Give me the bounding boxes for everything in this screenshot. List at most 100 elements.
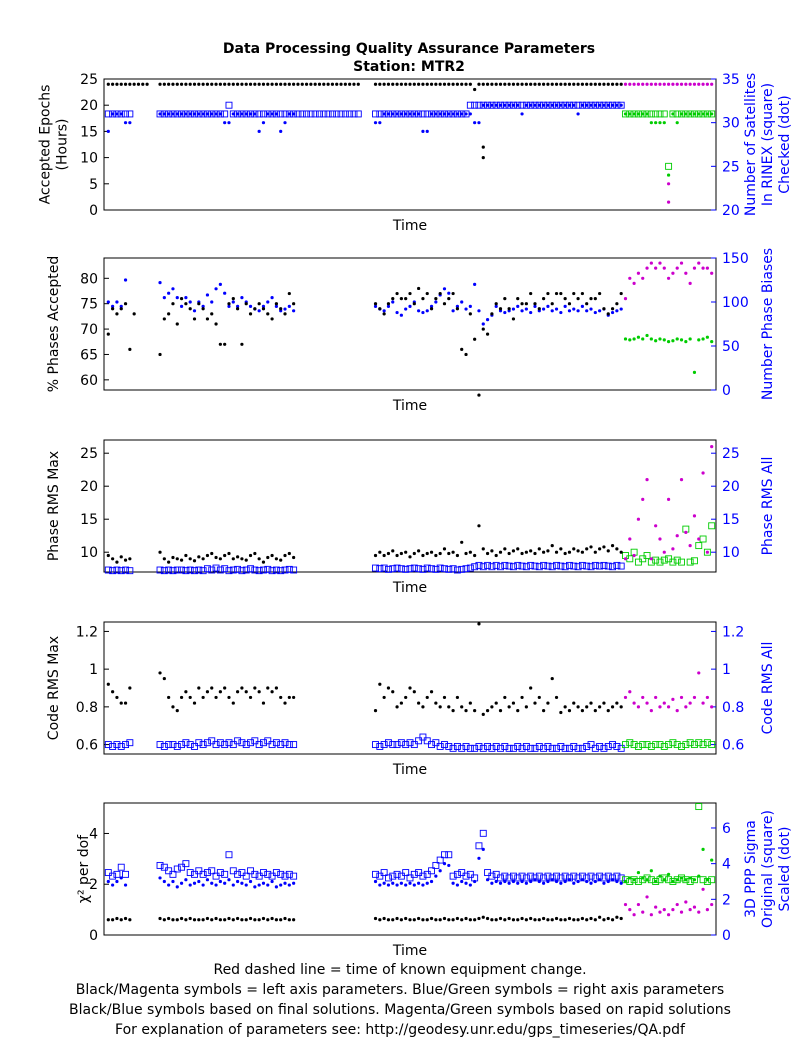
- final-left-dot-point: [421, 705, 425, 709]
- final-left-dot-point: [205, 82, 210, 86]
- final-right-dot-point: [274, 304, 278, 308]
- final-right-square-point: [385, 874, 392, 882]
- final-left-dot-point: [119, 307, 123, 311]
- final-left-dot-point: [542, 82, 546, 86]
- final-right-square-point: [406, 565, 414, 573]
- rapid-right-dot-point: [623, 337, 628, 341]
- final-left-dot-point: [460, 918, 464, 922]
- rapid-right-square-point: [669, 558, 677, 566]
- rapid-left-dot-point: [628, 690, 632, 694]
- final-right-square-point: [587, 872, 595, 880]
- final-right-square-point: [221, 565, 229, 573]
- final-right-square-point: [199, 870, 207, 878]
- final-left-dot-point: [546, 549, 550, 553]
- final-left-dot-point: [158, 550, 162, 554]
- final-right-square-point: [402, 565, 410, 573]
- final-left-dot-point: [266, 82, 270, 86]
- final-left-dot-point: [192, 317, 197, 321]
- final-right-square-point: [376, 743, 384, 750]
- final-left-dot-point: [179, 695, 184, 700]
- y-tick-label: 1.2: [76, 624, 98, 640]
- final-left-dot-point: [447, 551, 451, 556]
- rapid-right-dot-point: [623, 879, 628, 884]
- final-right-square-point: [596, 743, 604, 750]
- final-right-square-point: [423, 870, 431, 878]
- final-left-dot-point: [593, 709, 597, 713]
- final-left-dot-point: [589, 82, 593, 86]
- rapid-right-dot-point: [692, 878, 697, 882]
- final-right-dot-point: [464, 881, 468, 885]
- final-left-dot-point: [559, 291, 563, 296]
- final-right-dot-point: [554, 307, 559, 311]
- final-right-square-point: [380, 741, 388, 749]
- final-right-square-series: [104, 561, 625, 575]
- final-left-dot-point: [550, 302, 554, 306]
- final-right-dot-point: [119, 304, 123, 308]
- final-right-dot-point: [236, 112, 240, 116]
- final-left-dot-point: [382, 553, 386, 558]
- final-left-dot-point: [236, 690, 240, 694]
- rapid-right-dot-point: [654, 339, 658, 343]
- rapid-right-dot-point: [628, 876, 632, 880]
- final-right-dot-point: [395, 310, 399, 315]
- y-tick-label: 10: [80, 545, 98, 561]
- final-left-dot-point: [317, 82, 322, 86]
- final-right-square-point: [419, 110, 427, 118]
- rapid-right-dot-point: [710, 858, 714, 862]
- final-left-dot-point: [425, 551, 429, 556]
- final-right-square-point: [324, 110, 332, 118]
- final-right-square-point: [445, 851, 453, 859]
- final-left-dot-point: [503, 918, 507, 922]
- final-left-dot-point: [261, 307, 266, 311]
- final-left-dot-point: [606, 82, 610, 86]
- final-left-dot-point: [481, 915, 485, 919]
- final-left-dot-point: [542, 550, 546, 554]
- rapid-right-dot-point: [628, 338, 632, 342]
- final-left-dot-point: [516, 918, 520, 922]
- final-right-square-point: [462, 565, 470, 573]
- final-right-dot-point: [218, 282, 222, 286]
- final-left-dot-point: [201, 557, 205, 561]
- final-right-dot-point: [192, 881, 197, 885]
- final-left-dot-point: [399, 701, 403, 705]
- rapid-right-square-point: [691, 557, 698, 565]
- final-right-dot-point: [529, 103, 533, 107]
- final-left-dot-point: [542, 916, 546, 921]
- final-right-dot-point: [111, 304, 115, 308]
- final-right-square-point: [475, 561, 483, 569]
- final-left-dot-point: [490, 705, 494, 709]
- final-right-dot-point: [615, 309, 619, 313]
- final-left-dot-point: [223, 686, 227, 690]
- final-right-square-point: [587, 741, 595, 749]
- final-right-square-point: [397, 739, 405, 747]
- rapid-left-dot-point: [654, 82, 658, 86]
- final-right-dot-point: [455, 112, 460, 116]
- rapid-right-dot-point: [684, 878, 688, 882]
- final-right-dot-point: [240, 112, 244, 116]
- final-right-dot-point: [455, 304, 460, 308]
- rapid-left-dot-point: [697, 537, 701, 541]
- final-left-dot-point: [244, 690, 248, 694]
- final-right-square-point: [514, 561, 522, 569]
- rapid-left-dot-point: [628, 82, 632, 86]
- final-left-dot-point: [399, 918, 403, 922]
- final-left-dot-point: [533, 551, 537, 556]
- final-left-dot-point: [473, 553, 477, 558]
- final-right-square-point: [122, 110, 129, 118]
- final-right-dot-point: [106, 300, 110, 304]
- final-left-dot-point: [279, 82, 283, 86]
- rapid-left-dot-series: [623, 887, 714, 917]
- rapid-left-dot-point: [662, 82, 666, 86]
- final-right-dot-point: [231, 300, 235, 304]
- final-right-dot-point: [188, 300, 192, 304]
- final-left-dot-point: [580, 82, 584, 86]
- rapid-right-square-point: [695, 803, 703, 811]
- rapid-right-dot-point: [697, 112, 701, 116]
- final-right-dot-point: [460, 879, 464, 884]
- rapid-right-square-point: [682, 741, 690, 749]
- final-right-dot-point: [533, 103, 537, 107]
- rapid-right-square-point: [656, 741, 664, 749]
- final-left-dot-point: [270, 553, 274, 558]
- final-left-dot-point: [507, 551, 511, 556]
- y2-tick-label: 150: [722, 251, 749, 267]
